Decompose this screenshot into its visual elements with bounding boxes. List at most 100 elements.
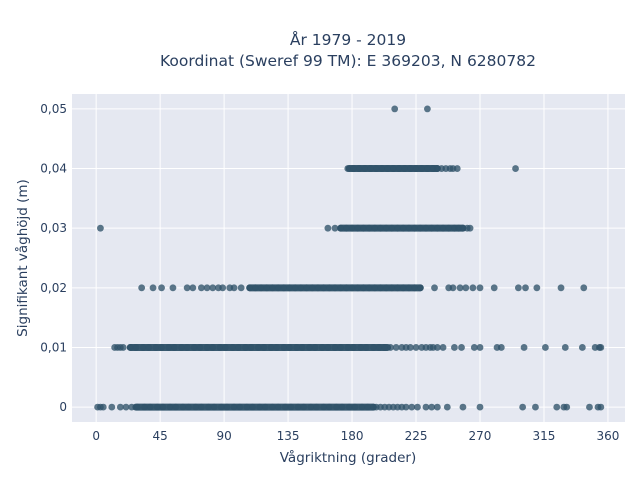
data-point: [318, 344, 326, 351]
data-point: [203, 344, 211, 351]
data-point: [458, 344, 465, 351]
data-point: [146, 403, 154, 411]
data-point: [196, 344, 204, 351]
data-point: [428, 224, 436, 232]
data-point: [541, 344, 549, 351]
data-point: [331, 344, 339, 351]
data-point: [243, 403, 251, 411]
data-point: [217, 403, 225, 411]
data-point: [392, 344, 400, 351]
data-point: [369, 344, 377, 351]
x-tick-label: 270: [469, 429, 492, 443]
x-tick-label: 135: [277, 429, 300, 443]
y-tick-label: 0,04: [40, 162, 67, 176]
data-point: [307, 403, 315, 411]
data-point: [254, 344, 262, 351]
data-point: [169, 284, 177, 292]
data-point: [108, 403, 116, 411]
data-point: [269, 284, 276, 292]
data-point: [342, 284, 350, 292]
data-point: [399, 284, 407, 292]
data-point: [431, 284, 438, 292]
data-point: [391, 105, 399, 113]
data-point: [337, 344, 345, 351]
data-point: [260, 344, 268, 351]
data-point: [520, 344, 528, 351]
data-point: [280, 284, 288, 292]
data-point: [331, 224, 339, 232]
data-point: [597, 344, 605, 351]
data-point: [247, 344, 255, 351]
x-tick-label: 90: [216, 429, 231, 443]
data-point: [357, 344, 364, 351]
data-points: [94, 105, 605, 411]
data-point: [344, 344, 352, 351]
data-point: [99, 403, 107, 411]
data-point: [314, 284, 322, 292]
data-point: [384, 165, 391, 172]
x-tick-labels: 0 45 90 135 180 225 270 315 360: [92, 429, 619, 443]
data-point: [152, 344, 160, 351]
data-point: [183, 344, 191, 351]
y-tick-label: 0,01: [40, 340, 67, 354]
data-point: [382, 284, 390, 292]
y-tick-labels: 0 0,01 0,02 0,03 0,04 0,05: [40, 102, 67, 414]
data-point: [388, 284, 396, 292]
data-point: [281, 403, 289, 411]
data-point: [364, 403, 372, 411]
data-point: [358, 403, 366, 411]
data-point: [348, 284, 356, 292]
data-point: [294, 403, 302, 411]
data-point: [377, 224, 384, 232]
data-point: [586, 403, 593, 411]
data-point: [149, 284, 157, 292]
data-point: [433, 344, 441, 351]
data-point: [291, 284, 299, 292]
data-point: [297, 284, 305, 292]
data-point: [210, 403, 218, 411]
data-point: [333, 403, 340, 411]
data-point: [578, 344, 586, 351]
data-point: [308, 284, 316, 292]
data-point: [423, 165, 431, 172]
chart-title-line-1: År 1979 - 2019: [290, 30, 406, 49]
data-point: [351, 403, 359, 411]
data-point: [274, 284, 282, 292]
data-point: [209, 344, 217, 351]
data-point: [320, 403, 328, 411]
data-point: [405, 284, 413, 292]
data-point: [197, 403, 205, 411]
data-point: [476, 344, 484, 351]
data-point: [512, 165, 519, 172]
data-point: [189, 284, 197, 292]
data-point: [324, 224, 332, 232]
data-point: [133, 403, 141, 411]
data-point: [246, 284, 254, 292]
data-point: [324, 344, 332, 351]
data-point: [230, 403, 238, 411]
data-point: [402, 403, 410, 411]
data-point: [256, 403, 264, 411]
data-point: [469, 284, 477, 292]
data-point: [456, 284, 464, 292]
data-point: [405, 224, 413, 232]
data-point: [459, 403, 467, 411]
data-point: [408, 403, 416, 411]
data-point: [337, 224, 345, 232]
data-point: [388, 224, 396, 232]
data-point: [378, 165, 386, 172]
plot-area: [72, 94, 625, 422]
data-point: [172, 403, 180, 411]
data-point: [355, 165, 363, 172]
data-point: [251, 284, 259, 292]
data-point: [406, 165, 414, 172]
x-tick-label: 0: [92, 429, 100, 443]
data-point: [298, 344, 306, 351]
data-point: [433, 403, 441, 411]
data-point: [367, 165, 374, 172]
data-point: [219, 284, 227, 292]
data-point: [138, 284, 146, 292]
data-point: [344, 165, 352, 172]
data-point: [394, 224, 401, 232]
data-point: [362, 344, 370, 351]
